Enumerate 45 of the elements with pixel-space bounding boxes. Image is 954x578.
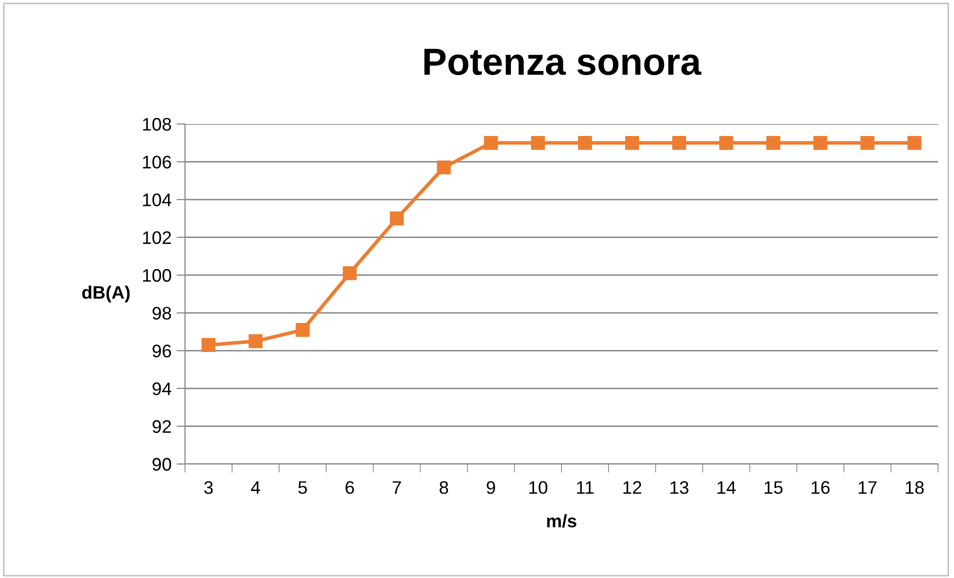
point <box>813 136 828 150</box>
y-tick-label: 92 <box>152 420 171 433</box>
x-axis-title: m/s <box>547 514 576 528</box>
point <box>202 338 216 352</box>
x-tick-label: 12 <box>623 481 642 494</box>
point <box>390 212 404 226</box>
point <box>436 160 451 174</box>
x-tick-label: 13 <box>670 481 688 494</box>
y-tick-label: 96 <box>152 344 172 358</box>
point <box>908 136 922 150</box>
point <box>625 136 640 150</box>
point <box>578 136 592 150</box>
x-tick-label: 9 <box>486 481 496 494</box>
x-tick-label: 10 <box>529 481 548 494</box>
y-axis-title: dB(A) <box>82 286 130 302</box>
point <box>342 266 357 280</box>
x-tick-label: 7 <box>392 481 401 494</box>
x-tick-label: 8 <box>440 481 448 494</box>
point <box>484 136 498 150</box>
y-tick-label: 90 <box>152 458 172 471</box>
x-tick-label: 3 <box>204 481 213 494</box>
y-tick-label: 104 <box>143 193 172 206</box>
y-tick-label: 94 <box>152 382 172 396</box>
point <box>672 136 686 150</box>
point <box>719 136 734 150</box>
x-tick-label: 18 <box>906 481 924 494</box>
chart-title: Potenza sonora <box>424 48 702 76</box>
point <box>531 136 545 150</box>
x-tick-label: 16 <box>812 481 830 494</box>
y-tick-label: 108 <box>143 118 172 131</box>
point <box>296 322 310 337</box>
x-tick-label: 15 <box>764 481 783 494</box>
x-tick-label: 4 <box>250 481 260 494</box>
point <box>860 136 874 150</box>
point <box>248 334 263 348</box>
y-tick-label: 106 <box>143 156 172 168</box>
y-tick-label: 98 <box>152 306 172 320</box>
point <box>766 136 780 150</box>
x-tick-label: 6 <box>346 481 354 494</box>
x-tick-label: 11 <box>577 481 594 494</box>
y-tick-label: 102 <box>143 231 171 244</box>
x-tick-label: 5 <box>298 481 307 494</box>
x-tick-label: 17 <box>858 481 877 494</box>
y-tick-label: 100 <box>143 269 172 282</box>
x-tick-label: 14 <box>718 481 736 494</box>
